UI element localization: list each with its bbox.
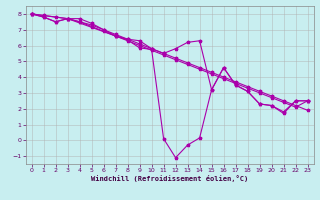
X-axis label: Windchill (Refroidissement éolien,°C): Windchill (Refroidissement éolien,°C) bbox=[91, 175, 248, 182]
